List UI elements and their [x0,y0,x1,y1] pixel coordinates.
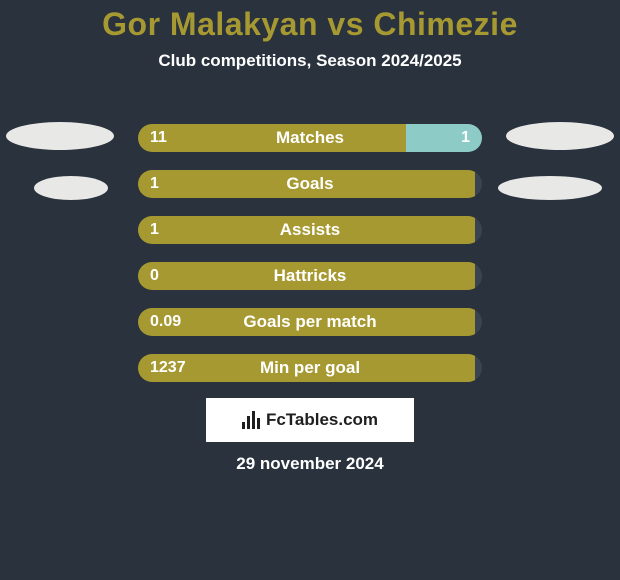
stat-value-left: 1 [138,175,171,193]
vs-text: vs [327,6,364,42]
stat-bar-right [475,216,482,244]
stat-label: Min per goal [260,358,360,378]
branding-box: FcTables.com [206,398,414,442]
player1-name: Gor Malakyan [102,6,318,42]
stat-value-left: 0 [138,267,171,285]
branding-text: FcTables.com [266,410,378,430]
decorative-ellipse [498,176,602,200]
stat-bar-right [475,308,482,336]
stat-bar-right [475,170,482,198]
stat-row: 0.09 Goals per match [138,308,482,336]
stat-row: 1 Assists [138,216,482,244]
stat-row: 11 Matches 1 [138,124,482,152]
stat-bar-right [475,262,482,290]
player2-name: Chimezie [373,6,517,42]
stat-value-left: 1237 [138,359,198,377]
subtitle: Club competitions, Season 2024/2025 [0,51,620,71]
stat-value-left: 11 [138,129,179,147]
stat-value-left: 0.09 [138,313,193,331]
stat-row: 0 Hattricks [138,262,482,290]
decorative-ellipse [506,122,614,150]
stat-label: Goals per match [243,312,376,332]
stat-label: Hattricks [274,266,347,286]
bars-icon [242,411,260,429]
decorative-ellipse [34,176,108,200]
footer-date: 29 november 2024 [0,454,620,474]
stat-bar-right [475,354,482,382]
stat-label: Assists [280,220,340,240]
comparison-chart: 11Matches11Goals1Assists0Hattricks0.09Go… [138,124,482,400]
stat-row: 1 Goals [138,170,482,198]
stat-row: 1237 Min per goal [138,354,482,382]
stat-value-right: 1 [449,129,482,147]
decorative-ellipse [6,122,114,150]
page-title: Gor Malakyan vs Chimezie [0,0,620,43]
stat-label: Goals [286,174,333,194]
stat-label: Matches [276,128,344,148]
stat-value-left: 1 [138,221,171,239]
